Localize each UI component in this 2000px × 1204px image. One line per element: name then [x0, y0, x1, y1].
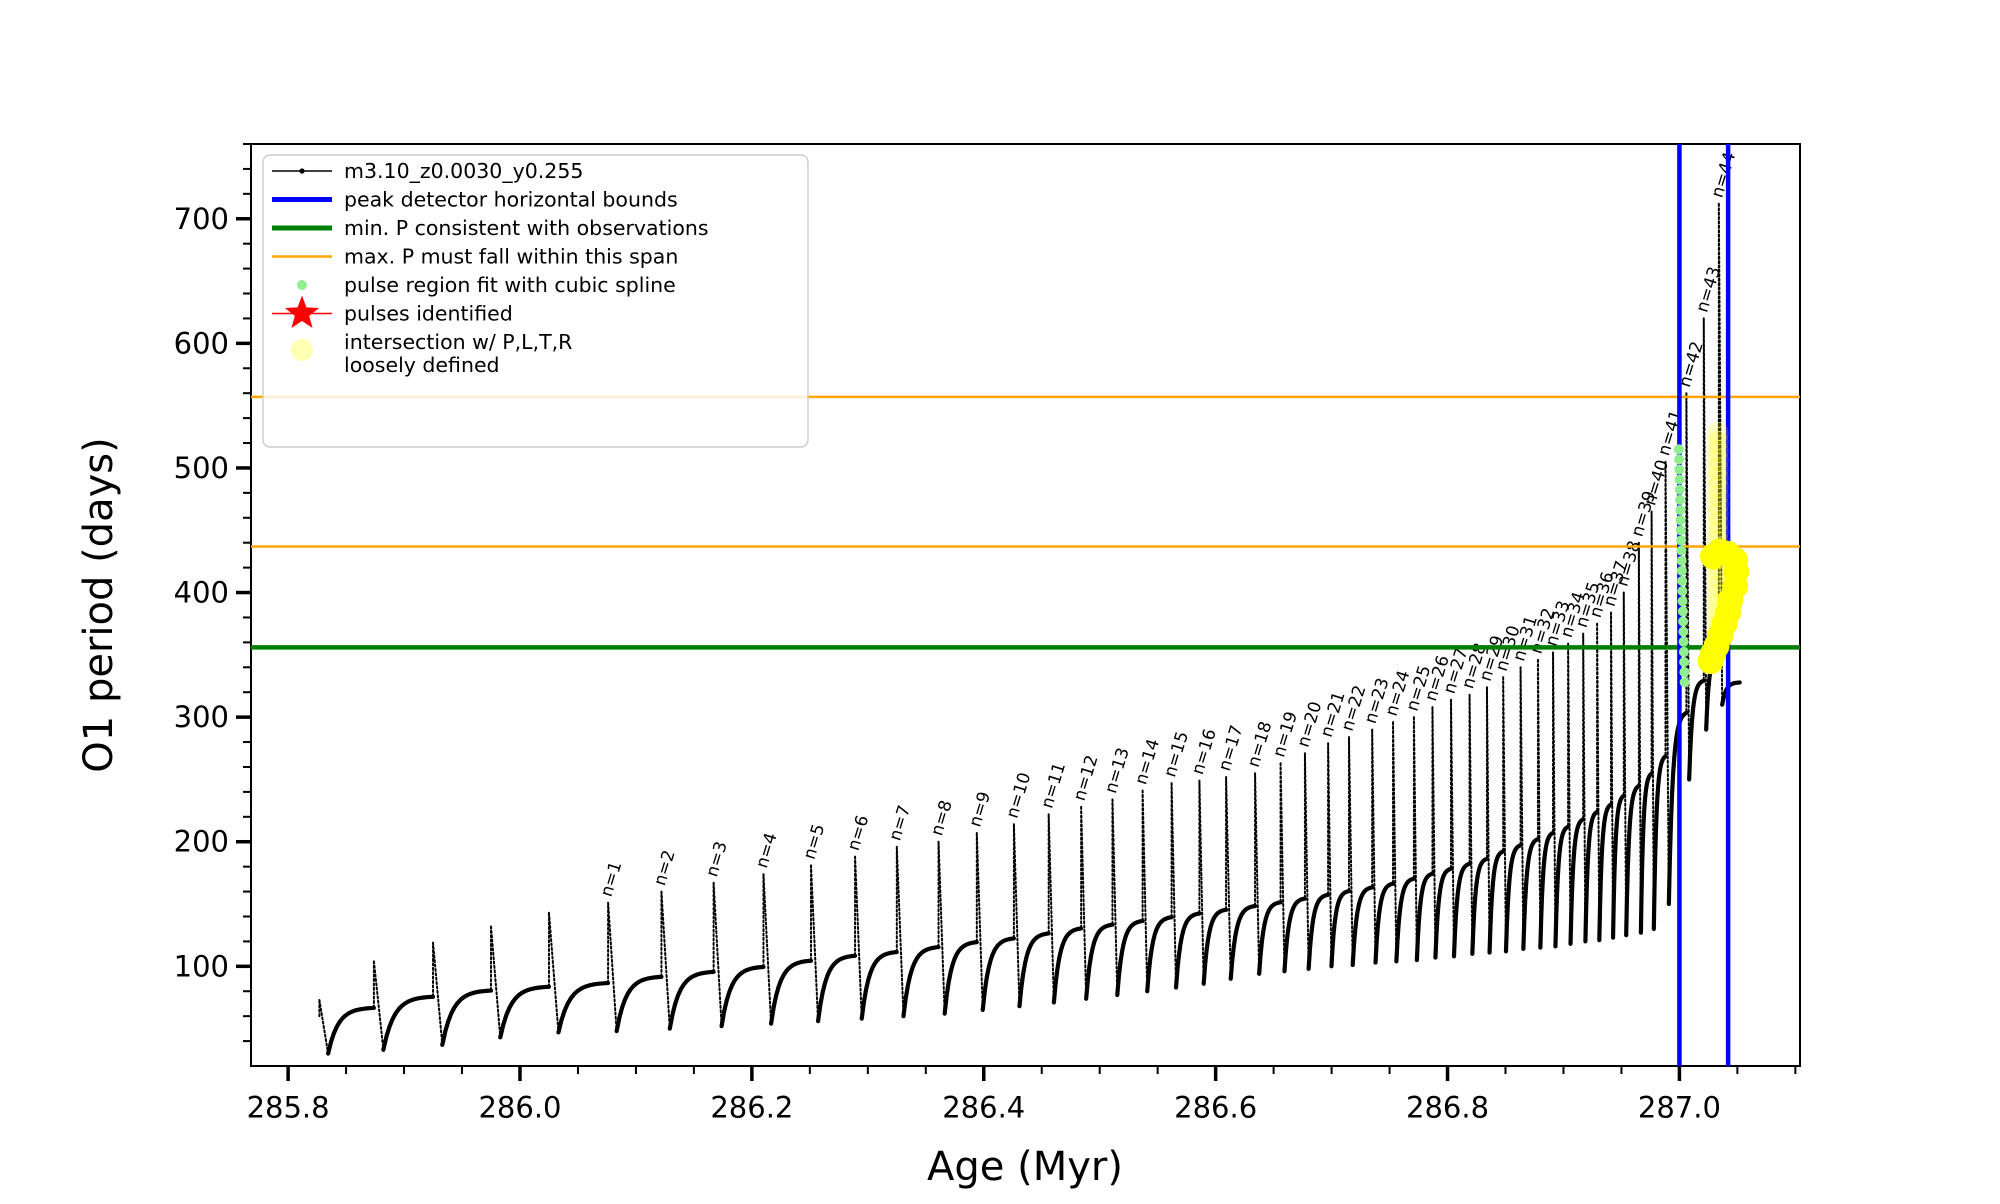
pulse-number-label: n=16	[1188, 727, 1221, 777]
pulse-number-label: n=2	[650, 848, 680, 888]
spline-fit-dot	[1676, 535, 1687, 546]
legend-sample-star-icon	[284, 295, 320, 329]
pulse-number-label: n=9	[965, 789, 995, 829]
pulse-number-label: n=5	[800, 822, 830, 862]
pulse-number-label: n=1	[597, 859, 627, 899]
pulse-number-label: n=11	[1037, 760, 1070, 810]
spline-fit-dot	[1673, 444, 1684, 455]
series-baseline-path	[326, 653, 1742, 1056]
legend-item-label: intersection w/ P,L,T,R loosely defined	[344, 330, 572, 377]
spline-fit-dot	[1678, 646, 1689, 657]
x-tick-label: 286.2	[710, 1091, 793, 1125]
spline-fit-dot	[1678, 616, 1689, 627]
legend-item-label: pulse region fit with cubic spline	[344, 273, 676, 297]
intersection-marker	[1697, 648, 1724, 675]
legend-sample-dot	[299, 168, 305, 174]
legend-item-label: peak detector horizontal bounds	[344, 188, 678, 212]
spline-fit-dot	[1678, 636, 1689, 647]
spline-fit-dot	[1676, 545, 1687, 556]
spline-fit-dot	[1679, 656, 1690, 667]
intersection-faint-marker	[1706, 511, 1729, 534]
pulse-number-label: n=3	[702, 839, 732, 879]
y-tick-label: 100	[174, 949, 229, 983]
legend-sample-circle	[291, 339, 313, 361]
y-axis-label: O1 period (days)	[76, 437, 122, 772]
x-tick-label: 286.8	[1406, 1091, 1489, 1125]
intersection-faint-marker	[1706, 431, 1729, 454]
spline-fit-dot	[1674, 484, 1685, 495]
y-tick-label: 200	[174, 825, 229, 859]
spline-fit-dot	[1679, 667, 1690, 678]
x-tick-label: 286.0	[478, 1091, 561, 1125]
x-tick-label: 286.4	[942, 1091, 1025, 1125]
spline-fit-dot	[1677, 596, 1688, 607]
legend-item: max. P must fall within this span	[272, 245, 678, 269]
legend-item: pulse region fit with cubic spline	[297, 273, 676, 297]
spline-fit-dot	[1675, 515, 1686, 526]
pulse-number-label: n=6	[844, 813, 874, 853]
pulse-number-label: n=13	[1101, 745, 1134, 795]
spline-fit-dot	[1674, 474, 1685, 485]
y-tick-label: 300	[174, 700, 229, 734]
y-tick-label: 600	[174, 326, 229, 360]
pulse-number-label: n=4	[752, 830, 782, 870]
legend-item: intersection w/ P,L,T,R loosely defined	[291, 330, 572, 377]
x-tick-label: 287.0	[1638, 1091, 1721, 1125]
legend-item: min. P consistent with observations	[272, 216, 709, 240]
intersection-faint-marker	[1706, 520, 1729, 543]
pulse-number-label: n=7	[885, 803, 915, 843]
pulse-number-label: n=14	[1131, 737, 1164, 787]
spline-fit-dot	[1677, 575, 1688, 586]
legend-item-label: pulses identified	[344, 302, 513, 326]
legend-item-label: max. P must fall within this span	[344, 245, 678, 269]
y-tick-label: 500	[174, 451, 229, 485]
x-tick-label: 285.8	[247, 1091, 330, 1125]
pulse-number-label: n=17	[1215, 723, 1248, 773]
spline-fit-dot	[1674, 454, 1685, 465]
intersection-faint-marker	[1706, 467, 1729, 490]
spline-fit-dot	[1675, 525, 1686, 536]
legend-item: pulses identified	[272, 295, 513, 329]
pulse-number-label: n=44	[1707, 150, 1740, 200]
pulse-number-label: n=8	[927, 798, 957, 838]
series-pulse-spikes-path	[318, 202, 1724, 1055]
spline-fit-dot	[1679, 677, 1690, 688]
spline-fit-dot	[1676, 565, 1687, 576]
pulse-number-label: n=12	[1070, 753, 1103, 803]
spline-fit-dot	[1677, 606, 1688, 617]
intersection-faint-marker	[1706, 440, 1729, 463]
legend-sample-dot	[297, 280, 307, 290]
legend-item: peak detector horizontal bounds	[272, 188, 678, 212]
x-tick-label: 286.6	[1174, 1091, 1257, 1125]
pulse-number-label: n=40	[1640, 458, 1673, 508]
intersection-faint-marker	[1706, 458, 1729, 481]
legend-item: m3.10_z0.0030_y0.255	[272, 159, 583, 184]
spline-fit-dot	[1677, 586, 1688, 597]
intersection-faint-marker	[1706, 502, 1729, 525]
intersection-faint-marker	[1706, 476, 1729, 499]
intersection-faint-marker	[1706, 493, 1729, 516]
marker-layer	[1673, 422, 1750, 688]
pulse-number-label: n=10	[1003, 770, 1036, 820]
intersection-faint-marker	[1706, 422, 1729, 445]
legend-item-label: min. P consistent with observations	[344, 216, 709, 240]
spline-fit-dot	[1674, 464, 1685, 475]
spline-fit-dot	[1678, 626, 1689, 637]
spline-fit-dot	[1676, 555, 1687, 566]
legend-item-label: m3.10_z0.0030_y0.255	[344, 159, 583, 184]
x-axis-label: Age (Myr)	[927, 1144, 1123, 1190]
axes-layer: 285.8 286.0 286.2 286.4 286.6 286.8 287.0 100 20…	[174, 143, 1801, 1125]
y-tick-label: 400	[174, 576, 229, 610]
plot-spines	[250, 143, 1801, 1067]
legend-box	[262, 154, 809, 448]
spline-fit-dot	[1675, 494, 1686, 505]
intersection-faint-marker	[1706, 485, 1729, 508]
y-tick-label: 700	[174, 202, 229, 236]
intersection-faint-marker	[1706, 449, 1729, 472]
spline-fit-dot	[1675, 505, 1686, 516]
